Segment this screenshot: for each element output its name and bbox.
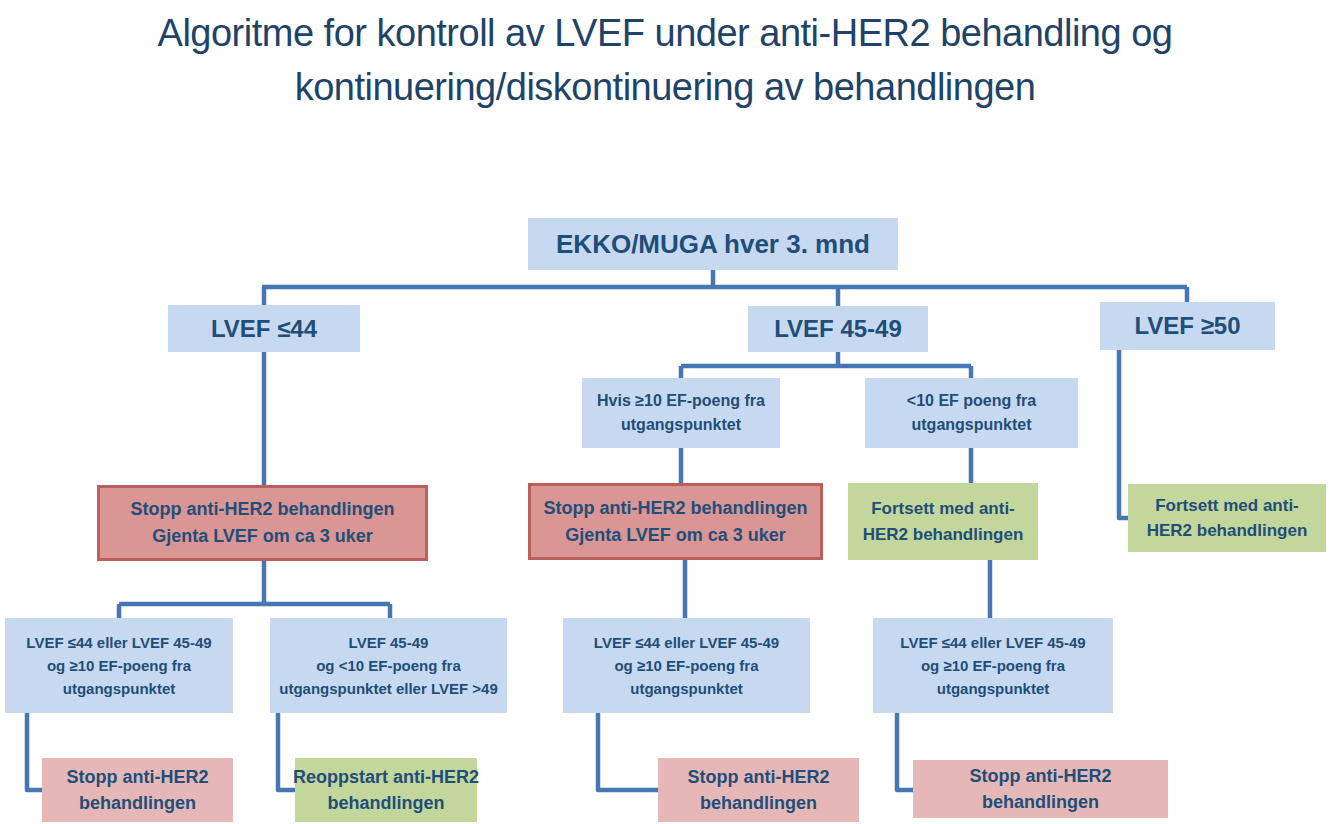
node-stop-final-3: Stopp anti-HER2 behandlingen [913, 760, 1168, 818]
node-stop-final-2: Stopp anti-HER2 behandlingen [658, 758, 859, 822]
node-lvef-ge50: LVEF ≥50 [1100, 302, 1275, 350]
node-recheck-result-c: LVEF ≤44 eller LVEF 45-49 og ≥10 EF-poen… [563, 618, 810, 713]
connector-elbow-to-stop-2 [598, 712, 660, 790]
node-drop-ge10: Hvis ≥10 EF-poeng fra utgangspunktet [582, 378, 780, 448]
node-restart-final: Reoppstart anti-HER2 behandlingen [295, 758, 477, 822]
node-recheck-result-b: LVEF 45-49 og <10 EF-poeng fra utgangspu… [270, 618, 507, 713]
node-recheck-result-a: LVEF ≤44 eller LVEF 45-49 og ≥10 EF-poen… [5, 618, 233, 713]
node-drop-lt10: <10 EF poeng fra utgangspunktet [865, 378, 1078, 448]
node-lvef-le44: LVEF ≤44 [168, 305, 360, 352]
node-continue-mid: Fortsett med anti- HER2 behandlingen [848, 483, 1038, 560]
node-continue-right: Fortsett med anti- HER2 behandlingen [1128, 484, 1326, 552]
node-stop-recheck-left: Stopp anti-HER2 behandlingen Gjenta LVEF… [97, 485, 428, 561]
node-ekko-muga: EKKO/MUGA hver 3. mnd [528, 218, 898, 270]
node-lvef-45-49: LVEF 45-49 [748, 306, 928, 352]
node-recheck-result-d: LVEF ≤44 eller LVEF 45-49 og ≥10 EF-poen… [873, 618, 1113, 713]
node-stop-recheck-mid: Stopp anti-HER2 behandlingen Gjenta LVEF… [528, 483, 823, 560]
node-stop-final-1: Stopp anti-HER2 behandlingen [42, 758, 233, 822]
